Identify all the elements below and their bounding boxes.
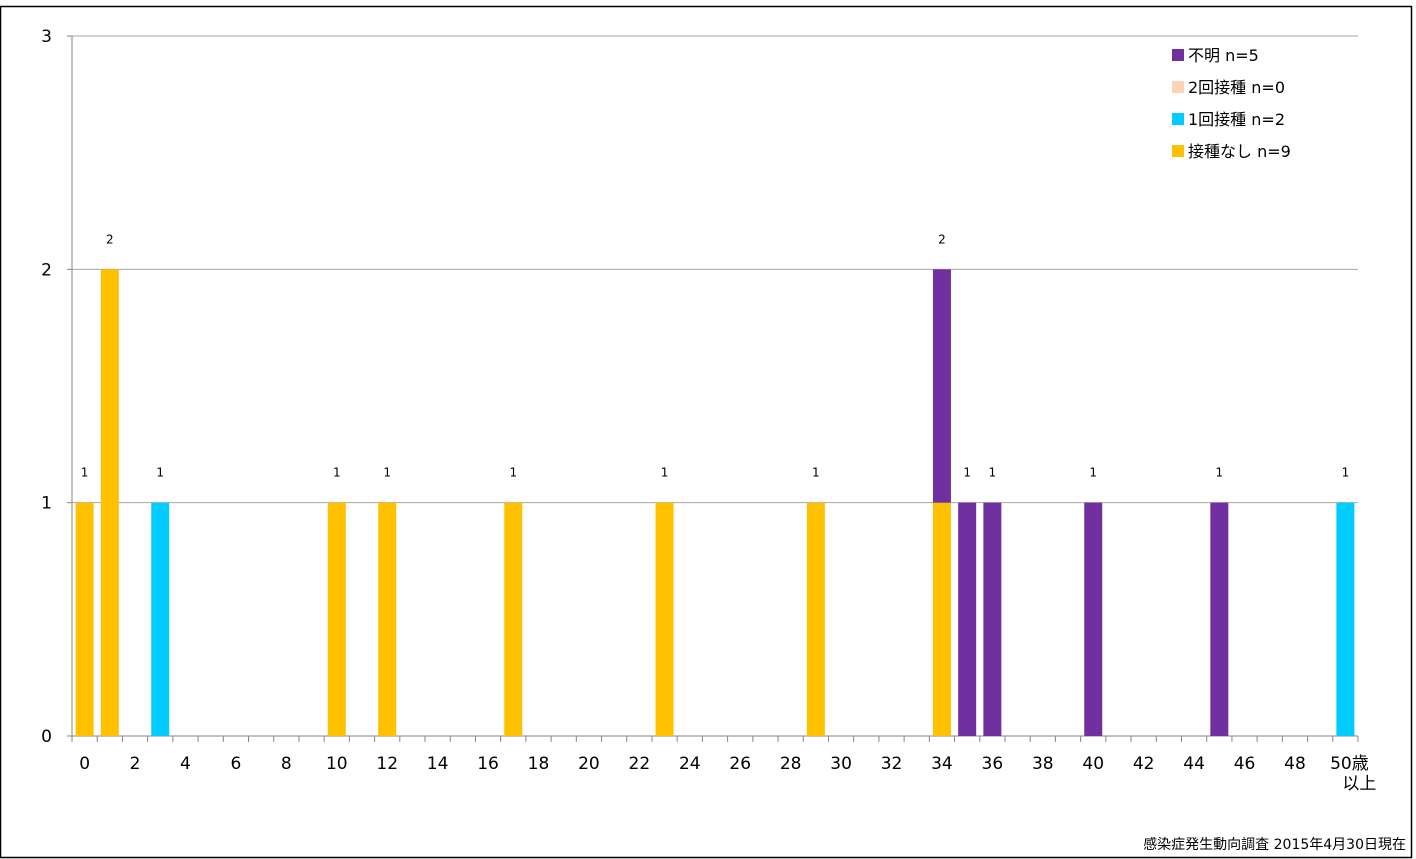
bar-segment — [378, 502, 397, 736]
x-tick-label: 34 — [931, 754, 953, 774]
legend-swatch — [1172, 49, 1184, 61]
data-label: 1 — [383, 466, 391, 480]
y-tick-label: 2 — [41, 260, 52, 280]
data-label: 1 — [1215, 466, 1223, 480]
bars — [75, 269, 1355, 736]
data-label: 1 — [661, 466, 669, 480]
x-tick-label: 0 — [79, 754, 90, 774]
x-tick-label: 6 — [230, 754, 241, 774]
x-tick-label: 10 — [326, 754, 348, 774]
data-label: 1 — [812, 466, 820, 480]
bar-segment — [932, 502, 951, 736]
legend-label: 2回接種 n=0 — [1188, 78, 1285, 97]
x-tick-label: 26 — [729, 754, 751, 774]
x-tick-label: 44 — [1183, 754, 1205, 774]
data-label: 1 — [81, 466, 89, 480]
legend-label: 不明 n=5 — [1188, 46, 1259, 65]
y-axis: 0 1 2 3 — [41, 27, 73, 747]
x-tick-label: 18 — [528, 754, 550, 774]
x-tick-label: 42 — [1133, 754, 1155, 774]
x-tick-label: 2 — [130, 754, 141, 774]
x-tick-label: 32 — [881, 754, 903, 774]
legend-swatch — [1172, 113, 1184, 125]
x-tick-label: 28 — [780, 754, 802, 774]
x-axis: 0 2 4 6 8 10 12 14 16 18 20 22 24 26 28 30 32 34 36 38 40 42 4… — [71, 735, 1376, 794]
x-tick-label: 38 — [1032, 754, 1054, 774]
bar-segment — [75, 502, 94, 736]
x-tick-label: 20 — [578, 754, 600, 774]
bar-segment — [958, 502, 977, 736]
data-label: 1 — [963, 466, 971, 480]
y-tick-label: 0 — [41, 727, 52, 747]
x-tick-label: 4 — [180, 754, 191, 774]
bar-segment — [983, 502, 1002, 736]
data-label: 2 — [106, 232, 114, 246]
data-label: 2 — [938, 232, 946, 246]
bar-segment — [151, 502, 170, 736]
data-label: 1 — [333, 466, 341, 480]
legend-label: 接種なし n=9 — [1188, 142, 1291, 161]
y-tick-label: 3 — [41, 27, 52, 47]
data-label: 1 — [1342, 466, 1350, 480]
legend-swatch — [1172, 81, 1184, 93]
x-tick-label: 8 — [281, 754, 292, 774]
x-tick-label: 以上 — [1342, 774, 1376, 794]
bar-segment — [932, 269, 951, 503]
x-tick-label: 36 — [982, 754, 1004, 774]
x-tick-label: 16 — [477, 754, 499, 774]
gridlines — [72, 35, 1358, 504]
legend: 不明 n=5 2回接種 n=0 1回接種 n=2 接種なし n=9 — [1172, 46, 1291, 161]
chart-border — [0, 5, 1413, 859]
x-tick-label: 40 — [1082, 754, 1104, 774]
x-tick-label: 50歳 — [1330, 754, 1369, 774]
bar-segment — [504, 502, 523, 736]
data-label: 1 — [509, 466, 517, 480]
x-tick-label: 48 — [1284, 754, 1306, 774]
bar-segment — [655, 502, 674, 736]
data-label: 1 — [1089, 466, 1097, 480]
bar-segment — [806, 502, 825, 736]
bar-segment — [327, 502, 346, 736]
bar-segment — [100, 269, 119, 736]
bar-segment — [1084, 502, 1103, 736]
x-tick-label: 14 — [427, 754, 449, 774]
x-tick-label: 24 — [679, 754, 701, 774]
y-tick-label: 1 — [41, 494, 52, 514]
bar-segment — [1336, 502, 1355, 736]
x-tick-label: 12 — [376, 754, 398, 774]
source-note: 感染症発生動向調査 2015年4月30日現在 — [1143, 836, 1406, 853]
x-tick-label: 22 — [629, 754, 651, 774]
legend-label: 1回接種 n=2 — [1188, 110, 1285, 129]
data-label: 1 — [989, 466, 997, 480]
x-tick-label: 46 — [1234, 754, 1256, 774]
x-tick-label: 30 — [830, 754, 852, 774]
data-label: 1 — [156, 466, 164, 480]
data-labels: 1 2 1 1 1 1 1 1 2 1 1 1 1 1 — [81, 232, 1349, 479]
bar-segment — [1210, 502, 1229, 736]
legend-swatch — [1172, 145, 1184, 157]
